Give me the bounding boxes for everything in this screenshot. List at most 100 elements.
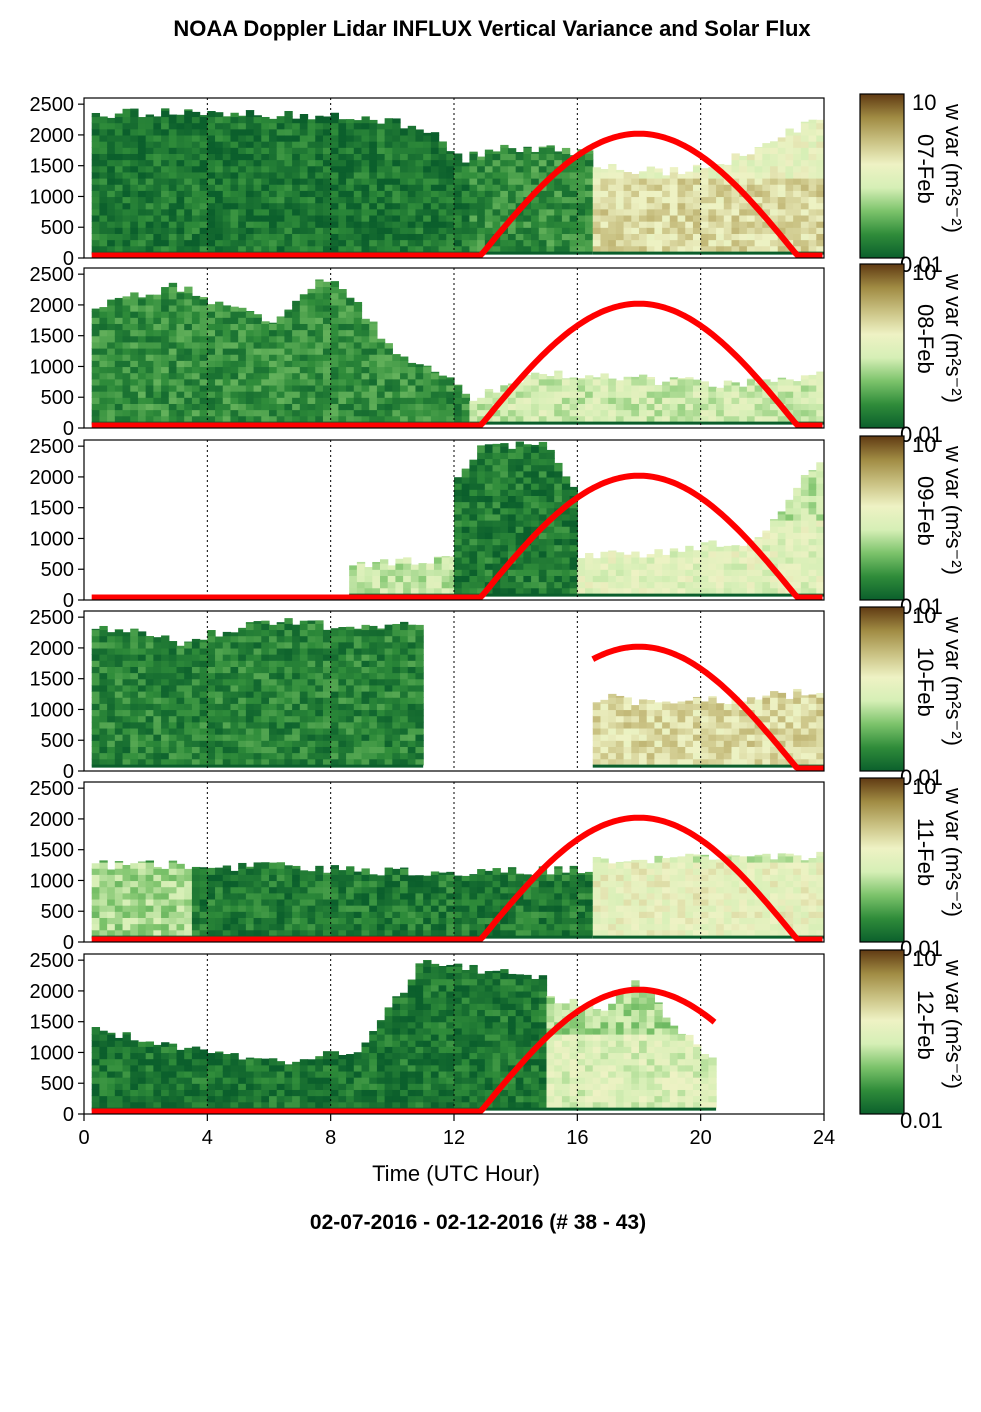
y-tick-label: 500 (41, 217, 74, 239)
variance-cell (438, 214, 447, 222)
variance-cell (816, 462, 824, 466)
variance-cell (762, 184, 771, 191)
variance-cell (785, 384, 794, 392)
variance-cell (130, 715, 139, 723)
variance-cell (130, 409, 139, 417)
variance-cell (615, 552, 625, 558)
variance-cell (261, 672, 270, 680)
variance-cell (99, 625, 108, 631)
variance-cell (245, 647, 255, 655)
variance-cell (770, 178, 779, 185)
variance-cell (315, 409, 324, 417)
variance-cell (507, 458, 517, 466)
variance-cell (546, 563, 555, 570)
variance-cell (176, 752, 185, 760)
variance-cell (137, 122, 147, 130)
variance-cell (369, 727, 378, 735)
variance-cell (446, 171, 455, 179)
variance-cell (346, 221, 355, 228)
variance-cell (145, 721, 154, 729)
variance-cell (538, 233, 548, 241)
variance-cell (338, 119, 347, 124)
variance-cell (754, 233, 763, 241)
variance-cell (808, 470, 817, 478)
variance-cell (592, 575, 602, 583)
variance-cell (723, 545, 733, 552)
variance-cell (307, 752, 316, 760)
variance-cell (137, 391, 147, 398)
variance-cell (230, 372, 239, 380)
variance-cell (615, 746, 625, 754)
variance-cell (245, 122, 255, 130)
variance-cell (662, 563, 671, 570)
variance-cell (269, 740, 278, 747)
variance-cell (284, 709, 293, 717)
variance-cell (639, 758, 648, 766)
variance-cell (716, 221, 725, 228)
variance-cell (754, 227, 763, 234)
variance-cell (369, 391, 378, 398)
variance-cell (369, 635, 378, 643)
variance-cell (423, 221, 432, 228)
variance-cell (269, 384, 278, 392)
variance-cell (284, 641, 293, 649)
variance-cell (315, 115, 324, 118)
variance-cell (538, 171, 548, 179)
variance-cell (222, 372, 232, 380)
variance-cell (685, 391, 694, 398)
variance-cell (538, 581, 548, 589)
variance-cell (577, 153, 586, 161)
variance-cell (692, 239, 702, 247)
variance-cell (292, 629, 301, 637)
variance-cell (392, 397, 401, 404)
variance-cell (269, 721, 278, 729)
variance-cell (292, 165, 301, 173)
variance-cell (500, 409, 509, 417)
variance-cell (215, 311, 224, 318)
variance-cell (330, 721, 339, 729)
variance-cell (770, 239, 779, 247)
variance-cell (145, 697, 154, 704)
variance-cell (153, 654, 162, 661)
variance-cell (253, 647, 262, 655)
variance-cell (469, 550, 478, 558)
variance-cell (554, 489, 563, 496)
variance-cell (770, 587, 779, 595)
variance-cell (322, 660, 332, 667)
variance-cell (800, 128, 810, 136)
variance-cell (130, 691, 139, 698)
variance-cell (592, 391, 602, 398)
variance-cell (454, 153, 463, 161)
variance-cell (99, 384, 108, 392)
variance-cell (484, 444, 494, 447)
variance-cell (269, 354, 278, 361)
variance-cell (816, 239, 824, 247)
variance-cell (114, 635, 124, 643)
variance-cell (161, 341, 170, 349)
variance-cell (376, 672, 386, 680)
variance-cell (808, 159, 817, 167)
variance-cell (191, 684, 201, 692)
variance-cell (777, 563, 787, 570)
variance-cell (631, 758, 640, 766)
variance-cell (785, 556, 794, 564)
variance-cell (392, 715, 401, 723)
variance-cell (700, 415, 709, 423)
variance-cell (600, 214, 609, 222)
variance-cell (145, 366, 154, 374)
variance-cell (592, 409, 602, 417)
variance-cell (114, 709, 124, 717)
variance-cell (662, 403, 671, 411)
variance-cell (454, 403, 463, 411)
variance-cell (662, 178, 671, 185)
variance-cell (269, 153, 278, 161)
variance-cell (284, 227, 293, 234)
variance-cell (515, 532, 524, 540)
variance-cell (253, 178, 262, 185)
variance-cell (161, 709, 170, 717)
variance-cell (338, 384, 347, 392)
variance-cell (546, 483, 555, 490)
variance-cell (808, 556, 817, 564)
variance-cell (91, 308, 101, 312)
variance-cell (484, 501, 494, 509)
